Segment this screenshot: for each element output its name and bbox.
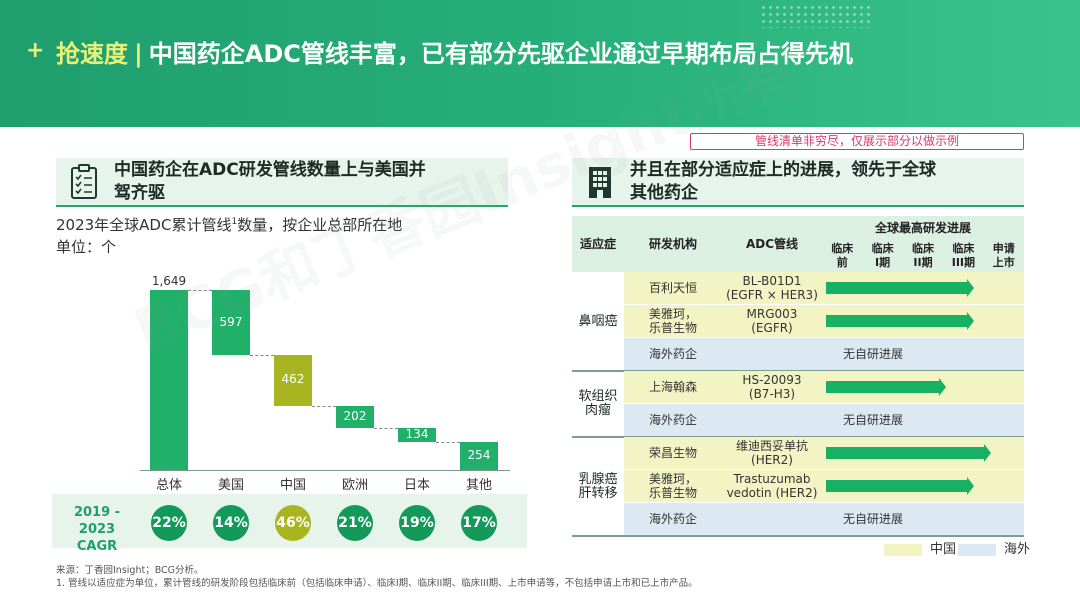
category-label: 美国 [217,478,244,493]
cagr-label: 2019 - 2023 CAGR [73,505,121,554]
row-org: 海外药企 [624,503,722,535]
row-org: 上海翰森 [624,371,722,403]
connector-line [436,442,460,444]
th-stage: 临床 I期 [862,240,903,272]
right-panel-header: 并且在部分适应症上的进展，领先于全球 其他药企 [572,158,1024,207]
page-title: 抢速度 | 中国药企ADC管线丰富，已有部分先驱企业通过早期布局占得先机 [56,34,853,69]
disclaimer-note: 管线清单非穷尽，仅展示部分以做示例 [690,133,1024,150]
row-org: 美雅珂， 乐普生物 [624,305,722,337]
connector-line [188,290,212,291]
th-org: 研发机构 [624,216,722,272]
bar-3 [336,405,374,428]
progress-arrow [826,378,947,396]
th-progress: 全球最高研发进展 [822,216,1024,240]
bar-4 [398,427,436,443]
bar-value-label: 254 [467,448,491,463]
bar-5 [460,442,498,470]
row-adc: BL-B01D1 (EGFR × HER3) [722,272,822,304]
bar-value-label: 597 [219,314,243,329]
bar-value-label: 1,649 [151,274,187,288]
row-adc: 维迪西妥单抗 (HER2) [722,437,822,469]
th-adc: ADC管线 [722,216,822,272]
category-label: 欧洲 [341,478,368,493]
header-banner: + 抢速度 | 中国药企ADC管线丰富，已有部分先驱企业通过早期布局占得先机 [0,0,1080,127]
title-text: 中国药企ADC管线丰富，已有部分先驱企业通过早期布局占得先机 [148,40,853,68]
th-stage: 临床 II期 [902,240,944,272]
th-indication: 适应症 [572,216,624,272]
row-adc: HS-20093 (B7-H3) [722,371,822,403]
left-panel-title: 中国药企在ADC研发管线数量上与美国并 驾齐驱 [114,160,426,203]
left-panel-header: 中国药企在ADC研发管线数量上与美国并 驾齐驱 [56,158,508,207]
row-org: 海外药企 [624,404,722,436]
right-panel-title: 并且在部分适应症上的进展，领先于全球 其他药企 [630,160,936,203]
bar-value-label: 462 [281,372,305,387]
row-no-progress: 无自研进展 [722,503,1024,535]
bar-2 [274,355,312,406]
progress-arrow [826,444,991,462]
row-org: 海外药企 [624,338,722,370]
row-adc: MRG003 (EGFR) [722,305,822,337]
legend-swatch-china [884,543,922,556]
bar-value-label: 134 [405,426,429,441]
legend-overseas: 海外 [958,538,1030,557]
progress-arrow [826,312,975,330]
cagr-circle: 46% [275,505,311,541]
th-stage: 临床 III期 [943,240,984,272]
progress-arrow [826,477,975,495]
row-org: 美雅珂， 乐普生物 [624,470,722,502]
connector-line [312,405,336,407]
progress-arrow [826,279,975,297]
bar-0 [150,290,188,470]
waterfall-chart: 1,649 597 462 202 134 254 [140,262,510,472]
clipboard-checklist-icon [71,164,97,199]
th-stage: 申请 上市 [983,240,1024,272]
category-label: 其他 [465,478,492,493]
category-label: 中国 [279,478,306,493]
row-no-progress: 无自研进展 [722,404,1024,436]
cagr-circle: 21% [337,505,373,541]
plus-icon: + [26,38,45,63]
chart-baseline [140,470,510,471]
group-separator [572,535,1024,537]
row-indication: 鼻咽癌 [578,313,618,329]
category-label: 日本 [403,478,430,493]
row-no-progress: 无自研进展 [722,338,1024,370]
footnote-note: 1. 管线以适应症为单位，累计管线的研发阶段包括临床前（包括临床申请）、临床I期… [56,578,698,589]
decor-dots [760,4,870,28]
category-label: 总体 [155,478,182,493]
row-indication: 乳腺癌 肝转移 [578,471,618,501]
building-icon [589,167,611,198]
bar-1 [212,290,250,356]
cagr-circle: 19% [399,505,435,541]
footnote-source: 来源：丁香园Insight；BCG分析。 [56,565,204,576]
connector-line [250,355,274,357]
row-adc: Trastuzumab vedotin (HER2) [722,470,822,502]
title-separator: | [134,40,143,68]
bar-value-label: 202 [343,408,367,423]
chart-subtitle: 2023年全球ADC累计管线1数量，按企业总部所在地 [56,216,403,234]
row-indication: 软组织 肉瘤 [578,389,618,418]
cagr-circle: 14% [213,505,249,541]
legend-swatch-overseas [958,543,996,556]
row-org: 百利天恒 [624,272,722,304]
th-stage: 临床 前 [822,240,863,272]
chart-unit: 单位：个 [56,238,117,256]
cagr-circle: 17% [461,505,497,541]
legend-china: 中国 [884,538,956,557]
title-highlight: 抢速度 [56,40,128,68]
cagr-circle: 22% [151,505,187,541]
connector-line [374,427,398,429]
row-org: 荣昌生物 [624,437,722,469]
